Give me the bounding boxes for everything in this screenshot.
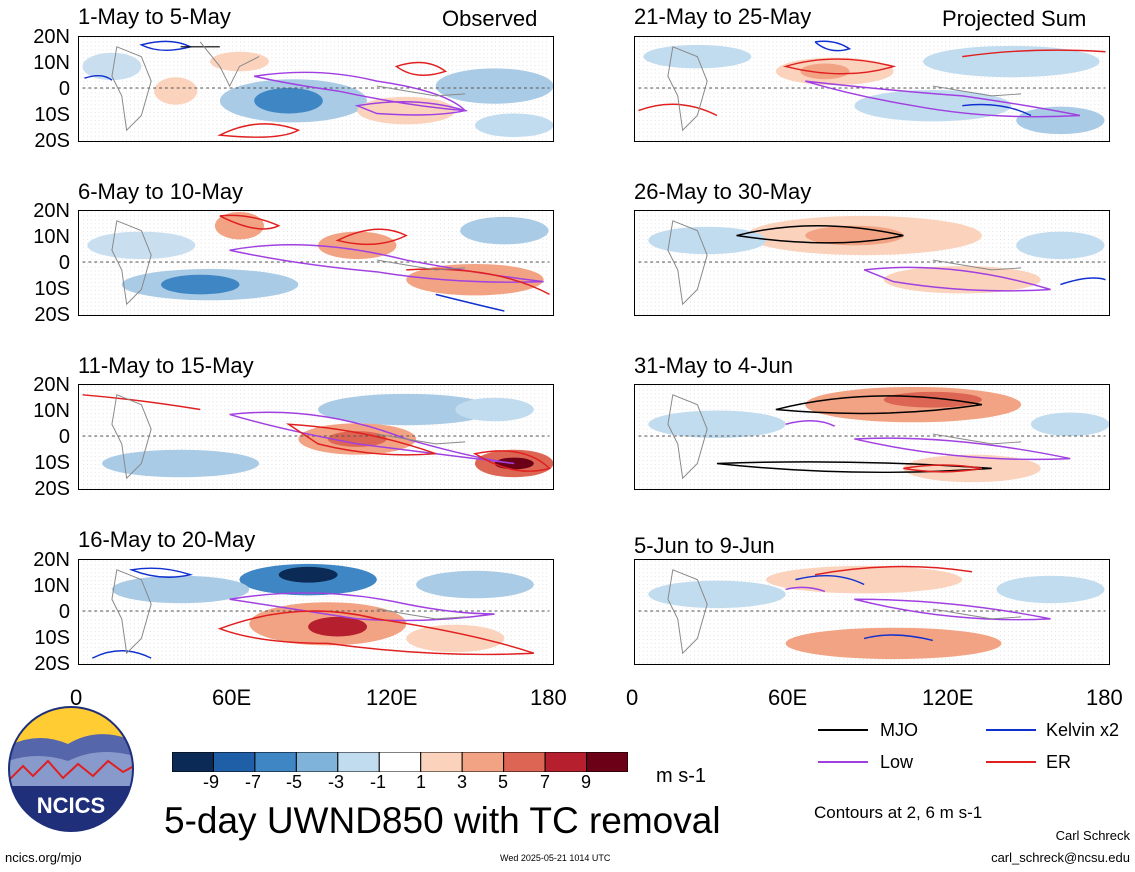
- lat-label: 20S: [34, 478, 70, 500]
- contours-note: Contours at 2, 6 m s-1: [814, 803, 983, 822]
- colorbar-tick: -9: [203, 772, 220, 792]
- colorbar-segment: [254, 752, 297, 772]
- lon-label: 180: [530, 685, 567, 710]
- lat-label: 0: [58, 601, 70, 623]
- lat-label: 20S: [34, 130, 70, 152]
- website-link[interactable]: ncics.org/mjo: [5, 850, 82, 865]
- logo-text: NCICS: [37, 793, 105, 818]
- kelvin-legend-line: [986, 729, 1036, 731]
- panel-title: 26-May to 30-May: [634, 179, 812, 204]
- map-panel-1: [78, 36, 554, 142]
- lat-label: 10S: [34, 104, 70, 126]
- lat-label: 10N: [33, 52, 70, 74]
- lon-label: 60E: [212, 685, 252, 710]
- colorbar-tick: 3: [457, 772, 468, 792]
- lat-label: 10N: [33, 400, 70, 422]
- mjo-legend-line: [818, 729, 868, 731]
- colorbar: [172, 752, 628, 772]
- map-panel-6: [634, 210, 1110, 316]
- map-panel-2: [78, 210, 554, 316]
- lat-label: 20N: [33, 374, 70, 396]
- colorbar-segment: [586, 752, 628, 772]
- lat-label: 10S: [34, 452, 70, 474]
- lat-label: 0: [58, 78, 70, 100]
- projected-sum-label: Projected Sum: [942, 6, 1087, 31]
- lat-label: 10S: [34, 278, 70, 300]
- lon-label: 120E: [366, 685, 418, 710]
- colorbar-segment: [461, 752, 505, 772]
- colorbar-tick: 1: [416, 772, 427, 792]
- lat-label: 10S: [34, 627, 70, 649]
- ncics-logo: NCICS: [8, 706, 134, 832]
- timestamp: Wed 2025-05-21 1014 UTC: [500, 853, 611, 863]
- panel-title: 5-Jun to 9-Jun: [634, 533, 775, 558]
- map-panel-7: [634, 384, 1110, 490]
- colorbar-segment: [544, 752, 588, 772]
- colorbar-tick: -1: [370, 772, 387, 792]
- colorbar-tick: -7: [245, 772, 262, 792]
- lon-label: 180: [1086, 685, 1123, 710]
- lat-label: 20S: [34, 304, 70, 326]
- panel-title: 31-May to 4-Jun: [634, 353, 793, 378]
- colorbar-tick: 7: [540, 772, 551, 792]
- map-panel-5: [634, 36, 1110, 142]
- lon-label: 120E: [922, 685, 974, 710]
- colorbar-segment: [503, 752, 546, 772]
- colorbar-tick: -5: [286, 772, 303, 792]
- panel-title: 1-May to 5-May: [78, 4, 231, 29]
- colorbar-segment: [212, 752, 256, 772]
- er-legend-line: [986, 761, 1036, 763]
- lat-label: 20N: [33, 26, 70, 48]
- lat-label: 20N: [33, 549, 70, 571]
- colorbar-segment: [295, 752, 339, 772]
- lon-label: 60E: [768, 685, 808, 710]
- colorbar-segment: [378, 752, 422, 772]
- lat-label: 10N: [33, 226, 70, 248]
- panel-title: 16-May to 20-May: [78, 527, 256, 552]
- lon-label: 0: [70, 685, 83, 710]
- kelvin-legend-label: Kelvin x2: [1046, 720, 1120, 740]
- panel-title: 11-May to 15-May: [78, 353, 254, 378]
- low-legend-label: Low: [880, 752, 914, 772]
- lat-label: 0: [58, 252, 70, 274]
- map-panel-8: [634, 559, 1110, 665]
- lat-label: 20N: [33, 200, 70, 222]
- colorbar-segment: [337, 752, 380, 772]
- colorbar-tick: 5: [498, 772, 509, 792]
- author-email[interactable]: carl_schreck@ncsu.edu: [991, 850, 1130, 865]
- lat-label: 0: [58, 426, 70, 448]
- map-panel-3: [78, 384, 554, 490]
- lat-label: 20S: [34, 653, 70, 675]
- map-panel-4: [78, 559, 554, 665]
- colorbar-tick: -3: [328, 772, 345, 792]
- colorbar-segment: [420, 752, 463, 772]
- main-title: 5-day UWND850 with TC removal: [164, 800, 721, 841]
- author-name: Carl Schreck: [1055, 828, 1130, 843]
- observed-label: Observed: [442, 6, 538, 31]
- mjo-legend-label: MJO: [880, 720, 918, 740]
- colorbar-segment: [172, 752, 214, 772]
- colorbar-tick: 9: [581, 772, 592, 792]
- low-legend-line: [818, 761, 868, 763]
- panel-title: 6-May to 10-May: [78, 179, 244, 204]
- panel-title: 21-May to 25-May: [634, 4, 812, 29]
- er-legend-label: ER: [1046, 752, 1072, 772]
- lat-label: 10N: [33, 575, 70, 597]
- colorbar-units: m s-1: [656, 765, 706, 787]
- lon-label: 0: [626, 685, 639, 710]
